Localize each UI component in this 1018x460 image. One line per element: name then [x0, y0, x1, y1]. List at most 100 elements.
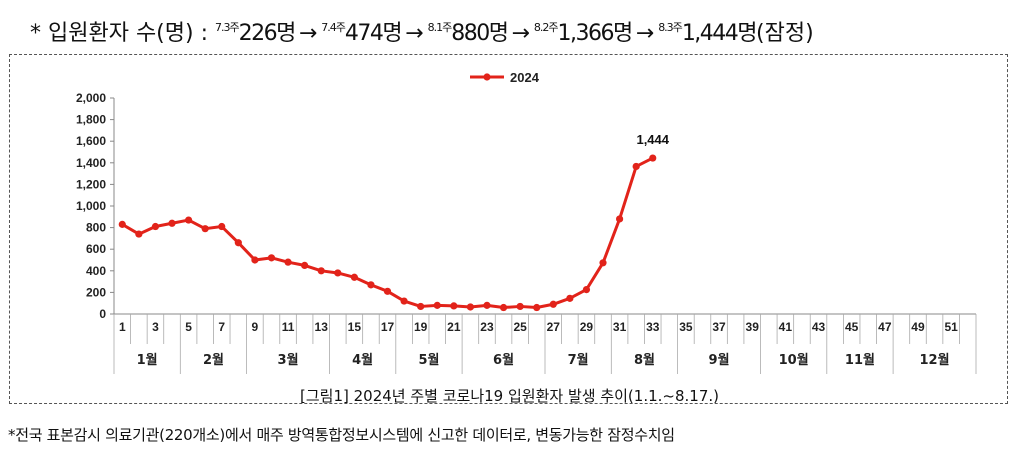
data-point [433, 301, 441, 309]
headline-week: 8.3주 [658, 21, 683, 34]
month-label: 10월 [779, 352, 809, 368]
data-point [466, 303, 475, 311]
x-tick-label: 7 [218, 320, 225, 334]
data-point [483, 301, 491, 309]
month-label: 2월 [203, 352, 224, 368]
legend-label: 2024 [510, 70, 540, 85]
data-point [184, 216, 193, 224]
month-label: 8월 [634, 352, 655, 368]
x-tick-label: 45 [845, 320, 859, 334]
data-point [284, 258, 292, 266]
month-label: 7월 [568, 352, 589, 368]
data-point [649, 154, 657, 162]
x-tick-label: 9 [252, 320, 259, 334]
data-point [151, 222, 160, 231]
headline-week: 7.4주 [321, 21, 346, 34]
headline-value: 1,444명 [681, 21, 758, 46]
month-label: 9월 [709, 352, 730, 368]
x-tick-label: 35 [679, 320, 693, 334]
data-point [417, 302, 425, 311]
arrow-icon: → [405, 21, 424, 46]
figure-caption: [그림1] 2024년 주별 코로나19 입원환자 발생 추이(1.1.~8.1… [300, 387, 719, 405]
data-point [549, 300, 557, 308]
headline: * 입원환자 수(명) : 7.3주226명 → 7.4주474명 → 8.1주880명… [30, 10, 1015, 46]
month-label: 3월 [278, 352, 299, 368]
arrow-icon: → [298, 21, 318, 46]
x-tick-label: 3 [152, 320, 159, 334]
x-tick-label: 29 [580, 320, 594, 334]
data-point [615, 215, 624, 223]
month-label: 4월 [352, 352, 373, 368]
data-point [317, 267, 325, 275]
headline-value: 474명 [344, 21, 403, 46]
y-tick-label: 400 [86, 264, 106, 278]
x-tick-label: 47 [878, 320, 892, 334]
headline-value: 880명 [451, 21, 509, 46]
x-tick-label: 13 [315, 320, 329, 334]
data-point [632, 162, 640, 171]
x-tick-label: 31 [613, 320, 627, 334]
y-tick-label: 1,200 [76, 177, 106, 191]
y-tick-label: 1,800 [76, 113, 106, 127]
data-point [218, 222, 226, 231]
data-point [301, 261, 309, 269]
data-point [499, 303, 508, 312]
data-point [267, 254, 276, 262]
y-tick-label: 1,400 [76, 156, 106, 170]
x-tick-label: 49 [911, 320, 925, 334]
data-point [367, 281, 375, 289]
headline-suffix: (잠정) [756, 21, 814, 46]
x-tick-label: 51 [944, 320, 958, 334]
x-tick-label: 41 [779, 320, 793, 334]
y-tick-label: 200 [86, 285, 106, 299]
y-tick-label: 800 [86, 221, 106, 235]
headline-week: 7.3주 [215, 21, 240, 34]
data-point [400, 297, 408, 305]
data-point [234, 239, 242, 247]
headline-prefix: * 입원환자 수(명) : [30, 21, 215, 46]
month-label: 6월 [493, 352, 514, 368]
data-point [599, 259, 607, 267]
x-tick-label: 37 [712, 320, 726, 334]
data-point [118, 220, 126, 228]
footnote: *전국 표본감시 의료기관(220개소)에서 매주 방역통합정보시스템에 신고한… [8, 426, 675, 444]
x-tick-label: 23 [480, 320, 494, 334]
x-tick-label: 33 [646, 320, 660, 334]
arrow-icon: → [635, 21, 655, 46]
series-line-2024 [121, 156, 654, 310]
data-point [334, 269, 342, 277]
headline-week: 8.1주 [427, 21, 453, 34]
data-point [251, 256, 259, 264]
data-point [516, 302, 524, 311]
headline-value: 1,366명 [557, 21, 634, 46]
y-tick-label: 1,600 [76, 134, 106, 148]
x-tick-label: 27 [547, 320, 561, 334]
y-tick-label: 600 [86, 242, 106, 256]
x-tick-label: 5 [185, 320, 192, 334]
y-tick-label: 1,000 [76, 199, 106, 213]
data-point [135, 230, 143, 238]
data-point [350, 273, 358, 281]
data-point [383, 287, 392, 295]
legend-marker [483, 73, 491, 81]
data-point [566, 294, 574, 302]
month-label: 1월 [137, 352, 158, 368]
x-tick-label: 19 [414, 320, 428, 334]
line-chart: 0 200 400 600 800 1,000 1,200 1,400 1,600 1,800 2,… [76, 70, 977, 374]
month-label: 5월 [418, 352, 439, 368]
x-tick-label: 43 [812, 320, 826, 334]
data-point [450, 302, 458, 310]
data-point [582, 285, 591, 294]
data-point [168, 219, 176, 227]
x-tick-label: 17 [381, 320, 395, 334]
y-tick-label: 2,000 [76, 91, 106, 105]
month-label: 11월 [845, 352, 875, 368]
data-point [533, 303, 541, 312]
x-tick-label: 21 [447, 320, 461, 334]
x-tick-label: 15 [348, 320, 362, 334]
chart-frame: 0 200 400 600 800 1,000 1,200 1,400 1,600 1,800 2,… [9, 54, 1008, 405]
x-tick-label: 1 [119, 320, 126, 334]
y-tick-label: 0 [99, 307, 106, 321]
month-label: 12월 [920, 352, 950, 368]
x-tick-label: 11 [282, 320, 295, 334]
